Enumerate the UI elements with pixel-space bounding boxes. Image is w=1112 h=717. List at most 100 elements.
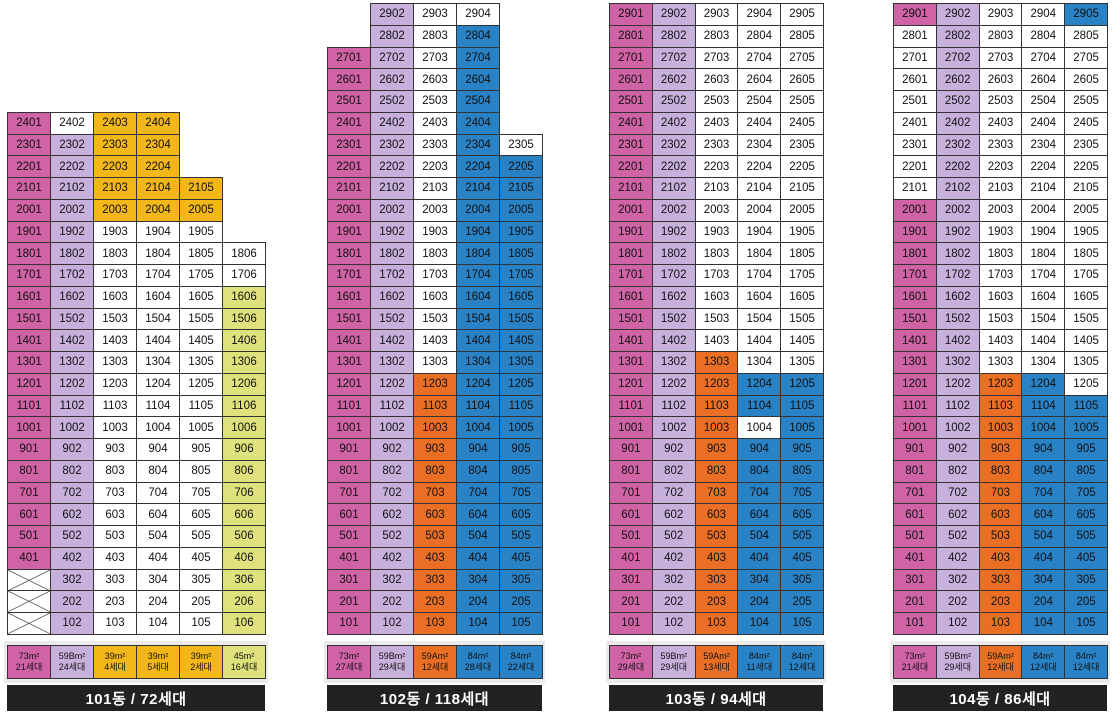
legend-item: 59Am² 13세대	[694, 645, 739, 679]
unit-cell: 2005	[1064, 198, 1108, 222]
unit-cell: 1304	[737, 351, 782, 374]
unit-cell: 2104	[136, 177, 180, 200]
unit-cell: 901	[609, 438, 653, 461]
unit-cell: 1003	[413, 416, 457, 439]
unit-cell: 1003	[93, 416, 137, 439]
unit-cell: 1302	[935, 351, 980, 374]
unit-cell: 1904	[737, 220, 782, 244]
legend-item: 39m² 4세대	[93, 645, 137, 679]
unit-cell: 2403	[978, 111, 1023, 135]
unit-cell: 1401	[327, 329, 371, 352]
vacant-cell	[7, 612, 51, 635]
legend-count: 24세대	[58, 662, 86, 672]
unit-cell: 902	[50, 438, 94, 461]
unit-cell: 1803	[978, 242, 1023, 265]
unit-cell: 1401	[893, 329, 937, 352]
unit-cell: 1704	[1021, 264, 1066, 287]
unit-cell: 704	[136, 481, 180, 505]
unit-cell: 1103	[694, 394, 739, 418]
legend-area: 84m²	[1033, 651, 1054, 661]
unit-cell: 503	[413, 525, 457, 548]
unit-cell: 103	[978, 612, 1023, 635]
unit-cell: 2105	[179, 177, 223, 200]
legend-item: 39m² 5세대	[136, 645, 180, 679]
unit-cell: 2201	[7, 155, 51, 178]
unit-cell: 1104	[456, 394, 500, 418]
unit-cell: 601	[609, 503, 653, 526]
unit-cell: 1002	[935, 416, 980, 439]
unit-cell: 2501	[609, 90, 653, 113]
unit-cell: 504	[456, 525, 500, 548]
unit-cell: 1902	[370, 220, 414, 244]
unit-cell: 1301	[609, 351, 653, 374]
unit-cell: 2905	[1064, 3, 1108, 26]
unit-cell: 1605	[1064, 285, 1108, 309]
unit-cell: 1804	[456, 242, 500, 265]
unit-cell: 2704	[456, 46, 500, 70]
unit-cell: 1502	[651, 307, 696, 331]
unit-cell: 605	[179, 503, 223, 526]
legend-area: 45m²	[233, 651, 255, 661]
unit-cell: 904	[136, 438, 180, 461]
unit-cell: 2802	[651, 24, 696, 48]
unit-cell: 102	[50, 612, 94, 635]
unit-cell: 502	[50, 525, 94, 548]
legend-area: 73m²	[620, 651, 642, 661]
unit-cell: 1503	[694, 307, 739, 331]
unit-cell: 1204	[136, 372, 180, 396]
unit-cell: 1205	[1064, 372, 1108, 396]
unit-cell: 2202	[935, 155, 980, 178]
unit-cell: 1105	[499, 394, 543, 418]
unit-cell: 105	[780, 612, 824, 635]
legend-area: 39m²	[190, 651, 212, 661]
unit-cell: 1001	[893, 416, 937, 439]
unit-cell: 1605	[780, 285, 824, 309]
unit-cell: 2004	[136, 198, 180, 222]
unit-cell: 1604	[136, 285, 180, 309]
unit-cell: 806	[222, 459, 266, 483]
unit-cell: 2602	[935, 68, 980, 91]
legend-count: 22세대	[507, 662, 535, 672]
unit-cell: 1703	[413, 264, 457, 287]
unit-cell: 801	[609, 459, 653, 483]
unit-cell: 404	[1021, 546, 1066, 570]
unit-cell: 1001	[7, 416, 51, 439]
unit-cell: 1701	[7, 264, 51, 287]
unit-cell: 1403	[93, 329, 137, 352]
unit-cell: 2601	[609, 68, 653, 91]
unit-cell: 1602	[50, 285, 94, 309]
unit-cell: 1003	[694, 416, 739, 439]
unit-cell: 2703	[413, 46, 457, 70]
unit-cell: 1705	[1064, 264, 1108, 287]
unit-cell: 2903	[694, 3, 739, 26]
unit-cell: 804	[136, 459, 180, 483]
legend-count: 13세대	[703, 662, 730, 672]
unit-cell: 402	[370, 546, 414, 570]
unit-cell: 1102	[651, 394, 696, 418]
unit-cell: 2102	[50, 177, 94, 200]
legend-item: 73m² 29세대	[609, 645, 653, 679]
unit-cell: 1602	[370, 285, 414, 309]
unit-cell: 1201	[893, 372, 937, 396]
unit-cell: 2204	[456, 155, 500, 178]
unit-cell: 1802	[50, 242, 94, 265]
unit-cell: 2503	[694, 90, 739, 113]
unit-cell: 1102	[935, 394, 980, 418]
unit-cell: 901	[893, 438, 937, 461]
unit-cell: 104	[737, 612, 782, 635]
unit-cell: 1203	[413, 372, 457, 396]
unit-cell: 302	[935, 568, 980, 592]
unit-cell: 804	[737, 459, 782, 483]
unit-cell: 605	[780, 503, 824, 526]
unit-cell: 201	[327, 590, 371, 613]
unit-cell: 402	[50, 546, 94, 570]
unit-cell: 401	[327, 546, 371, 570]
unit-cell: 1505	[499, 307, 543, 331]
unit-cell: 1101	[7, 394, 51, 418]
unit-cell: 202	[370, 590, 414, 613]
unit-cell: 1905	[780, 220, 824, 244]
unit-cell: 304	[737, 568, 782, 592]
unit-cell: 1804	[737, 242, 782, 265]
unit-cell: 1105	[780, 394, 824, 418]
unit-cell: 601	[327, 503, 371, 526]
